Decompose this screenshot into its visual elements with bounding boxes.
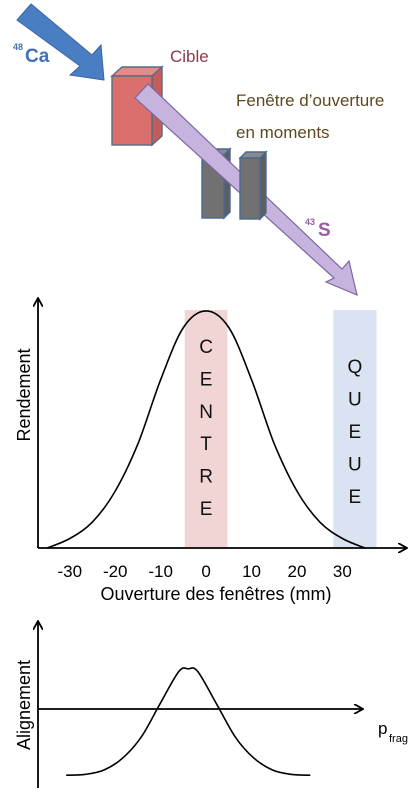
alignment-chart: p frag Alignement (14, 622, 408, 788)
yield-x-tick-labels: -30 -20 -10 0 10 20 30 (58, 562, 352, 581)
window-label-line2: en moments (236, 123, 330, 142)
x-tick-label: 20 (288, 562, 307, 581)
x-tick-label: 30 (333, 562, 352, 581)
x-tick-label: 0 (201, 562, 210, 581)
setup-diagram: 48 Ca Cible Fenêtre d’ouverture en momen… (13, 3, 384, 297)
region-letter-centre-5: E (200, 499, 213, 520)
target-label: Cible (170, 47, 209, 66)
alignment-x-axis-label-subscript: frag (389, 733, 408, 745)
region-letter-centre-1: E (200, 369, 213, 390)
beam-mass-label: 48 (13, 42, 23, 52)
alignment-x-axis-label: p (378, 719, 387, 738)
x-tick-label: -30 (58, 562, 83, 581)
x-tick-label: 10 (242, 562, 261, 581)
x-tick-label: -10 (148, 562, 173, 581)
window-right (238, 150, 268, 221)
region-letter-centre-4: R (199, 467, 213, 488)
region-band-queue (333, 310, 377, 547)
yield-curve (46, 310, 366, 549)
region-letter-centre-3: T (200, 434, 212, 455)
alignment-curve (66, 667, 311, 776)
region-letter-centre-0: C (199, 337, 213, 358)
yield-y-axis-label: Rendement (14, 348, 34, 441)
beam-label: Ca (25, 46, 50, 67)
x-tick-label: -20 (103, 562, 128, 581)
region-letter-queue-4: E (349, 487, 362, 508)
fragment-label: S (318, 220, 331, 241)
alignment-y-axis-label: Alignement (14, 660, 34, 750)
window-label-line1: Fenêtre d’ouverture (236, 91, 384, 110)
region-band-centre (184, 310, 228, 547)
region-letter-queue-3: U (348, 455, 362, 476)
region-letter-centre-2: N (199, 402, 213, 423)
region-letter-queue-2: E (349, 422, 362, 443)
beam-arrow (16, 3, 105, 81)
fragment-mass-label: 43 (305, 217, 315, 227)
yield-chart-regions (184, 310, 377, 547)
region-letter-queue-1: U (348, 390, 362, 411)
region-letter-queue-0: Q (347, 357, 362, 378)
target-box (110, 65, 164, 147)
yield-x-axis-label: Ouverture des fenêtres (mm) (100, 584, 331, 604)
